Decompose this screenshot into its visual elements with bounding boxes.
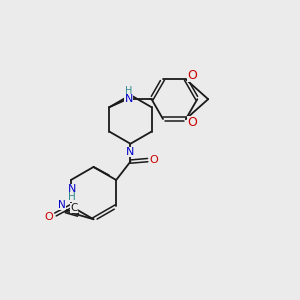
Text: H: H [68,192,76,202]
Text: O: O [150,155,159,165]
Text: H: H [125,86,132,96]
Text: C: C [70,203,78,213]
Text: O: O [187,69,197,82]
Text: O: O [44,212,53,223]
Text: N: N [124,94,133,104]
Text: N: N [68,184,76,194]
Text: O: O [187,116,197,129]
Text: N: N [58,200,66,210]
Text: N: N [126,147,135,157]
